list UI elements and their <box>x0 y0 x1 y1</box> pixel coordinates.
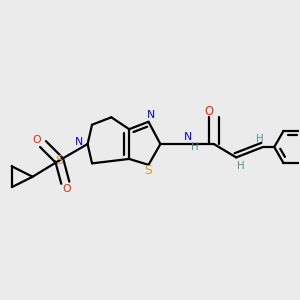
Text: O: O <box>204 106 213 118</box>
Text: O: O <box>33 135 41 145</box>
Text: N: N <box>147 110 155 120</box>
Text: H: H <box>191 142 198 152</box>
Text: S: S <box>145 164 152 177</box>
Text: O: O <box>62 184 71 194</box>
Text: S: S <box>56 154 63 167</box>
Text: H: H <box>256 134 264 144</box>
Text: N: N <box>184 132 192 142</box>
Text: H: H <box>237 161 244 171</box>
Text: N: N <box>75 137 83 147</box>
